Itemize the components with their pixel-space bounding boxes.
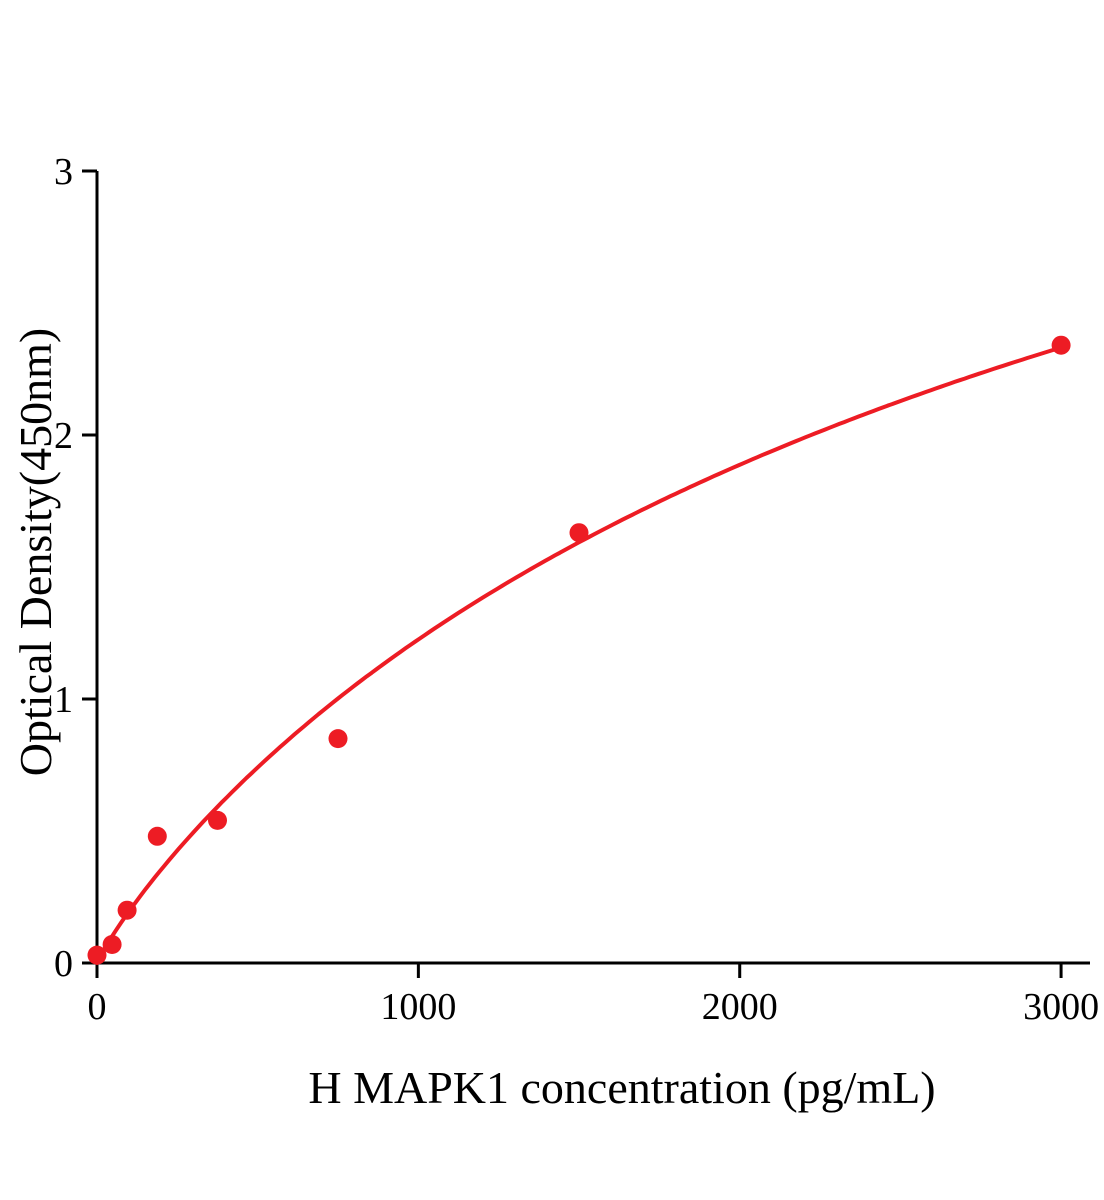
data-point <box>87 945 107 965</box>
x-tick-label: 3000 <box>1023 986 1099 1028</box>
y-axis-title: Optical Density(450nm) <box>10 327 61 777</box>
y-tick-label: 2 <box>54 415 73 457</box>
x-axis-title: H MAPK1 concentration (pg/mL) <box>308 1062 936 1113</box>
y-tick-label: 3 <box>54 151 73 193</box>
x-tick-label: 0 <box>88 986 107 1028</box>
data-point <box>102 935 122 954</box>
data-point <box>117 900 137 920</box>
data-point <box>1051 335 1071 355</box>
fit-curve <box>95 345 1064 965</box>
x-tick-label: 1000 <box>380 986 456 1028</box>
y-tick-label: 0 <box>54 943 73 985</box>
y-tick-label: 1 <box>54 679 73 721</box>
data-point <box>208 810 227 830</box>
data-point <box>328 729 348 749</box>
data-point <box>569 523 589 543</box>
data-point <box>147 826 167 846</box>
x-tick-label: 2000 <box>702 986 778 1028</box>
